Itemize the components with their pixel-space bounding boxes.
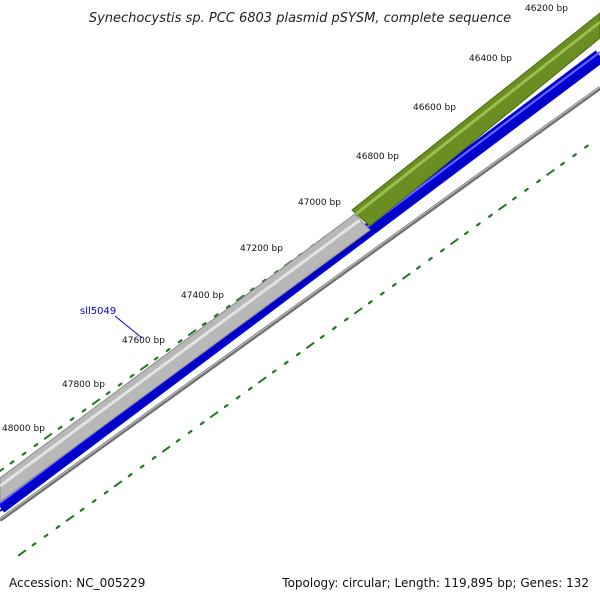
tick-mark: [21, 451, 27, 456]
tick-label: 46600 bp: [413, 103, 456, 113]
tick-mark: [177, 339, 183, 344]
tick-mark: [584, 144, 589, 149]
tick-label: 47800 bp: [62, 380, 105, 390]
tick-mark: [117, 382, 123, 387]
tick-mark: [524, 187, 529, 192]
tick-mark: [428, 256, 433, 261]
tick-mark: [213, 313, 219, 318]
tick-mark: [43, 533, 49, 538]
tick-label: 47600 bp: [122, 336, 165, 346]
tick-mark: [201, 322, 207, 326]
tick-mark: [354, 307, 363, 315]
tick-mark: [79, 507, 85, 512]
tick-mark: [450, 238, 459, 245]
gene-forward-green[interactable]: [351, 12, 600, 227]
tick-mark: [43, 433, 53, 440]
tick-mark: [91, 499, 97, 504]
tick-mark: [199, 421, 205, 426]
tick-mark: [91, 398, 101, 406]
tick-mark: [103, 490, 109, 495]
tick-mark: [65, 515, 75, 522]
tick-mark: [17, 549, 27, 557]
tick-label: 47000 bp: [298, 198, 341, 208]
tick-mark: [161, 445, 171, 453]
tick-mark: [331, 326, 337, 331]
tick-mark: [283, 360, 289, 365]
tick-mark: [258, 376, 267, 384]
tick-mark: [402, 272, 411, 280]
tick-label: 46800 bp: [356, 152, 399, 162]
tick-mark: [81, 408, 87, 413]
tick-mark: [175, 438, 181, 443]
tick-mark: [127, 473, 133, 478]
tick-mark: [9, 460, 15, 465]
tick-mark: [536, 179, 541, 184]
tick-mark: [187, 329, 197, 336]
tick-mark: [33, 443, 39, 448]
tick-mark: [223, 404, 229, 408]
tick-mark: [153, 356, 159, 361]
tick-mark: [498, 203, 507, 211]
tick-label: 46200 bp: [525, 4, 568, 14]
tick-mark: [271, 369, 277, 374]
tick-mark: [165, 347, 171, 352]
tick-mark: [343, 317, 349, 322]
gene-label-sll5049[interactable]: sll5049: [80, 306, 116, 317]
tick-mark: [247, 386, 253, 391]
tick-labels: 46200 bp 46400 bp 46600 bp 46800 bp 47000 bp…: [2, 4, 568, 434]
tick-mark: [416, 265, 421, 270]
tick-mark: [139, 363, 149, 371]
sequence-backbone: [0, 86, 600, 522]
tick-label: 48000 bp: [2, 424, 45, 434]
tick-mark: [464, 231, 469, 236]
tick-mark: [225, 304, 231, 309]
tick-mark: [151, 455, 157, 460]
tick-mark: [0, 467, 5, 473]
tick-mark: [367, 300, 373, 305]
tick-mark: [379, 291, 385, 296]
inner-tick-marks: [17, 144, 589, 557]
tick-mark: [139, 464, 145, 469]
tick-mark: [546, 169, 555, 176]
tick-mark: [440, 248, 445, 253]
tick-mark: [476, 222, 481, 227]
tick-mark: [261, 278, 267, 283]
tick-mark: [249, 287, 255, 292]
tick-mark: [31, 542, 37, 547]
tick-mark: [69, 417, 75, 422]
tick-mark: [306, 342, 315, 349]
tick-mark: [235, 395, 241, 400]
tick-mark: [295, 352, 301, 357]
tick-mark: [236, 294, 245, 302]
tick-mark: [560, 161, 565, 166]
accession-text: Accession: NC_005229: [9, 576, 146, 590]
tick-mark: [488, 213, 493, 218]
gene-label-leader: [114, 315, 143, 339]
map-title: Synechocystis sp. PCC 6803 plasmid pSYSM…: [89, 11, 511, 26]
tick-mark: [129, 373, 135, 378]
tick-mark: [113, 480, 123, 488]
gene-sll5049[interactable]: [0, 213, 371, 503]
tick-mark: [511, 196, 517, 201]
tick-label: 46400 bp: [469, 54, 512, 64]
tick-mark: [319, 334, 325, 339]
summary-text: Topology: circular; Length: 119,895 bp; …: [282, 576, 589, 590]
tick-mark: [55, 524, 61, 530]
tick-mark: [209, 411, 219, 418]
tick-mark: [572, 153, 577, 158]
tick-mark: [105, 391, 111, 396]
tick-label: 47200 bp: [240, 244, 283, 254]
tick-mark: [57, 425, 63, 430]
tick-mark: [391, 282, 397, 287]
tick-mark: [187, 429, 193, 434]
tick-label: 47400 bp: [181, 291, 224, 301]
